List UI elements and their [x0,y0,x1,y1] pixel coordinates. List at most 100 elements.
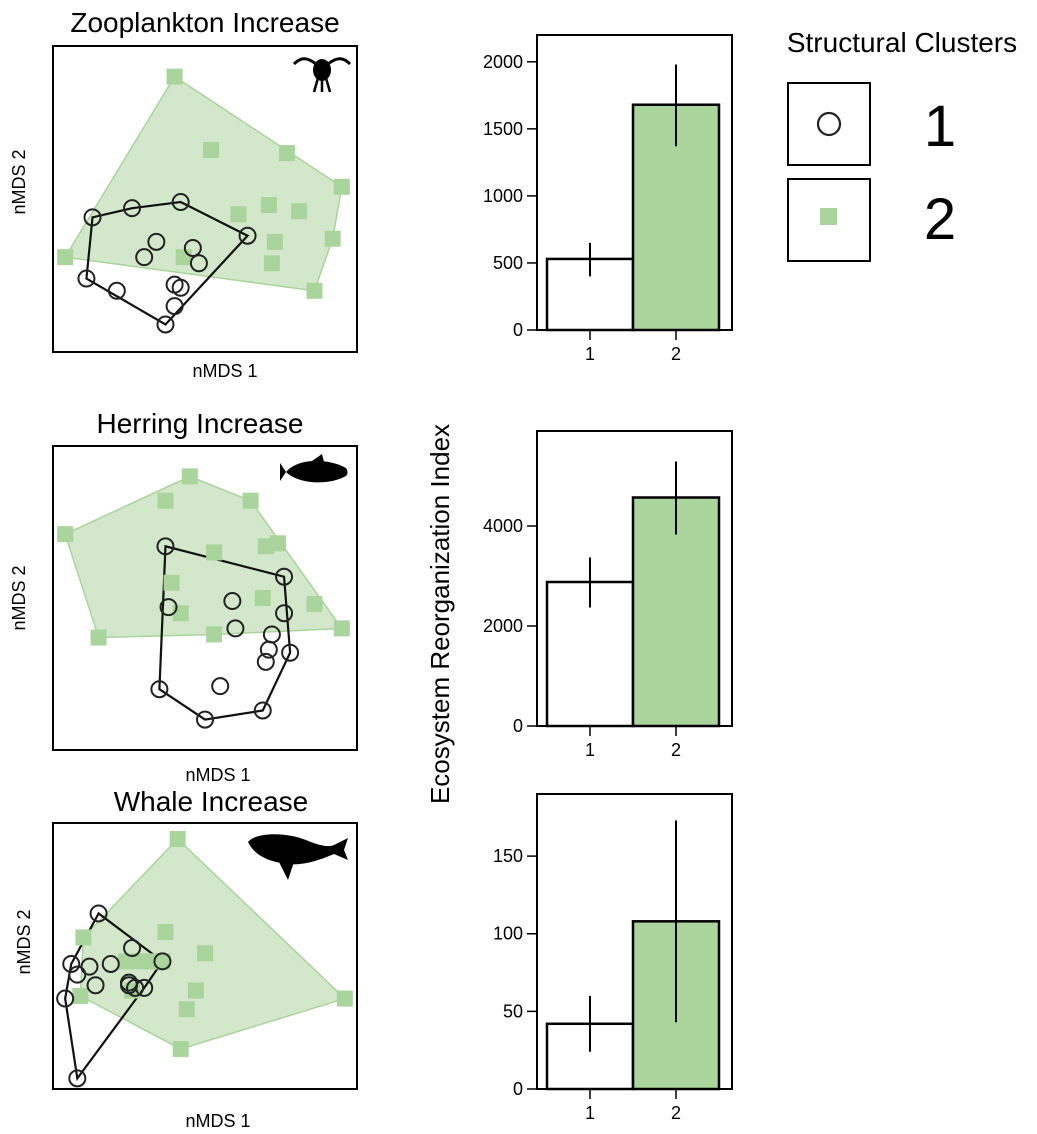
cluster-2-point [269,535,286,552]
cluster-2-point [291,203,308,220]
cluster-1-point [89,904,108,923]
scatter-frame [52,822,358,1090]
cluster-2-point [75,929,92,946]
scatter-ylabel: nMDS 2 [14,909,34,974]
y-tick-label: 2000 [483,616,523,636]
cluster-2-point [187,982,204,999]
cluster-2-point [157,492,174,509]
cluster-2-point [130,953,147,970]
scatter-xlabel: nMDS 1 [185,765,250,785]
cluster-1-point [159,598,178,617]
whale-bar-panel: 0 50 100 150 1 2 [493,793,733,1123]
scatter-title: Herring Increase [97,408,304,439]
cluster-1-point [107,281,126,300]
scatter-frame [52,45,358,353]
cluster-1-point [156,537,175,556]
cluster-2-point [90,629,107,646]
cluster-1-point [256,652,275,671]
cluster-1-point [126,978,145,997]
cluster-1-point [147,232,166,251]
cluster-2-point [181,468,198,485]
x-tick-label: 1 [585,1103,595,1123]
shared-ylabel: Ecosystem Reorganization Index [425,424,455,804]
cluster-2-point [175,249,192,266]
cluster-1-point [275,604,294,623]
cluster-2-point [117,953,134,970]
whale-scatter-panel: Whale Increase nMDS 1 nMDS 2 [14,786,358,1131]
cluster-2-point [72,987,89,1004]
cluster-2-point [203,142,220,159]
herring-bar-panel: 0 2000 4000 1 2 [483,430,733,760]
cluster-2-hull [63,75,343,292]
legend-key-2-box [787,178,871,262]
cluster-2-point [333,620,350,637]
cluster-2-point [324,230,341,247]
scatter-xlabel: nMDS 1 [185,1111,250,1131]
scatter-ylabel: nMDS 2 [9,565,29,630]
cluster-1-point [68,1069,87,1088]
y-tick-label: 150 [493,846,523,866]
y-tick-label: 2000 [483,52,523,72]
cluster-1-point [135,978,154,997]
cluster-2-point [306,282,323,299]
cluster-1-point [281,643,300,662]
cluster-1-point [150,680,169,699]
legend-title: Structural Clusters [787,27,1017,58]
cluster-1-point [123,199,142,218]
cluster-2-point [254,590,271,606]
cluster-2-point [163,574,180,591]
cluster-2-point [166,68,183,85]
cluster-1-point [226,619,245,638]
cluster-1-point [83,208,102,227]
scatter-title: Zooplankton Increase [70,7,339,38]
y-tick-label: 1500 [483,119,523,139]
cluster-1-point [223,592,242,611]
cluster-1-point [259,640,278,659]
y-tick-label: 0 [513,1079,523,1099]
y-tick-label: 1000 [483,186,523,206]
cluster-1-point [123,939,142,958]
x-tick-label: 1 [585,740,595,760]
legend-key-2-marker [820,208,837,225]
whale-icon [248,834,348,880]
cluster-2-point [206,626,223,643]
legend-key-1-marker [816,111,842,137]
cluster-1-point [153,952,172,971]
cluster-2-hull [79,837,347,1050]
cluster-2-point [306,596,323,613]
cluster-2-point [142,953,159,970]
y-tick-label: 0 [513,716,523,736]
legend-key-1-box [787,82,871,166]
x-tick-label: 2 [671,344,681,364]
cluster-1-point [253,701,272,720]
cluster-1-point [56,989,75,1008]
cluster-1-point [211,677,230,696]
cluster-2-point [266,233,283,250]
cluster-2-point [178,1001,195,1018]
y-tick-label: 100 [493,924,523,944]
cluster-2-point [263,255,280,272]
herring-icon [280,454,348,483]
cluster-2-point [197,945,213,962]
cluster-1-point [77,269,96,288]
cluster-2-point [230,206,247,223]
y-tick-label: 50 [503,1001,523,1021]
y-tick-label: 0 [513,320,523,340]
herring-scatter-panel: Herring Increase nMDS 1 nMDS 2 [9,408,358,785]
scatter-title: Whale Increase [114,786,309,817]
cluster-1-point [135,248,154,267]
y-tick-label: 4000 [483,516,523,536]
zooplankton-icon [292,57,352,93]
cluster-2-point [157,924,174,941]
cluster-1-point [183,238,202,257]
cluster-2-point [206,544,223,561]
cluster-1-point [165,297,184,316]
cluster-1-hull [158,544,292,721]
cluster-1-point [171,278,190,297]
zooplankton-scatter-panel: Zooplankton Increase nMDS 1 nMDS 2 [9,7,358,381]
zooplankton-bar-panel: 0 500 1000 1500 2000 1 2 [483,34,733,364]
cluster-2-point [172,1041,189,1058]
scatter-frame [52,445,358,751]
scatter-xlabel: nMDS 1 [192,361,257,381]
